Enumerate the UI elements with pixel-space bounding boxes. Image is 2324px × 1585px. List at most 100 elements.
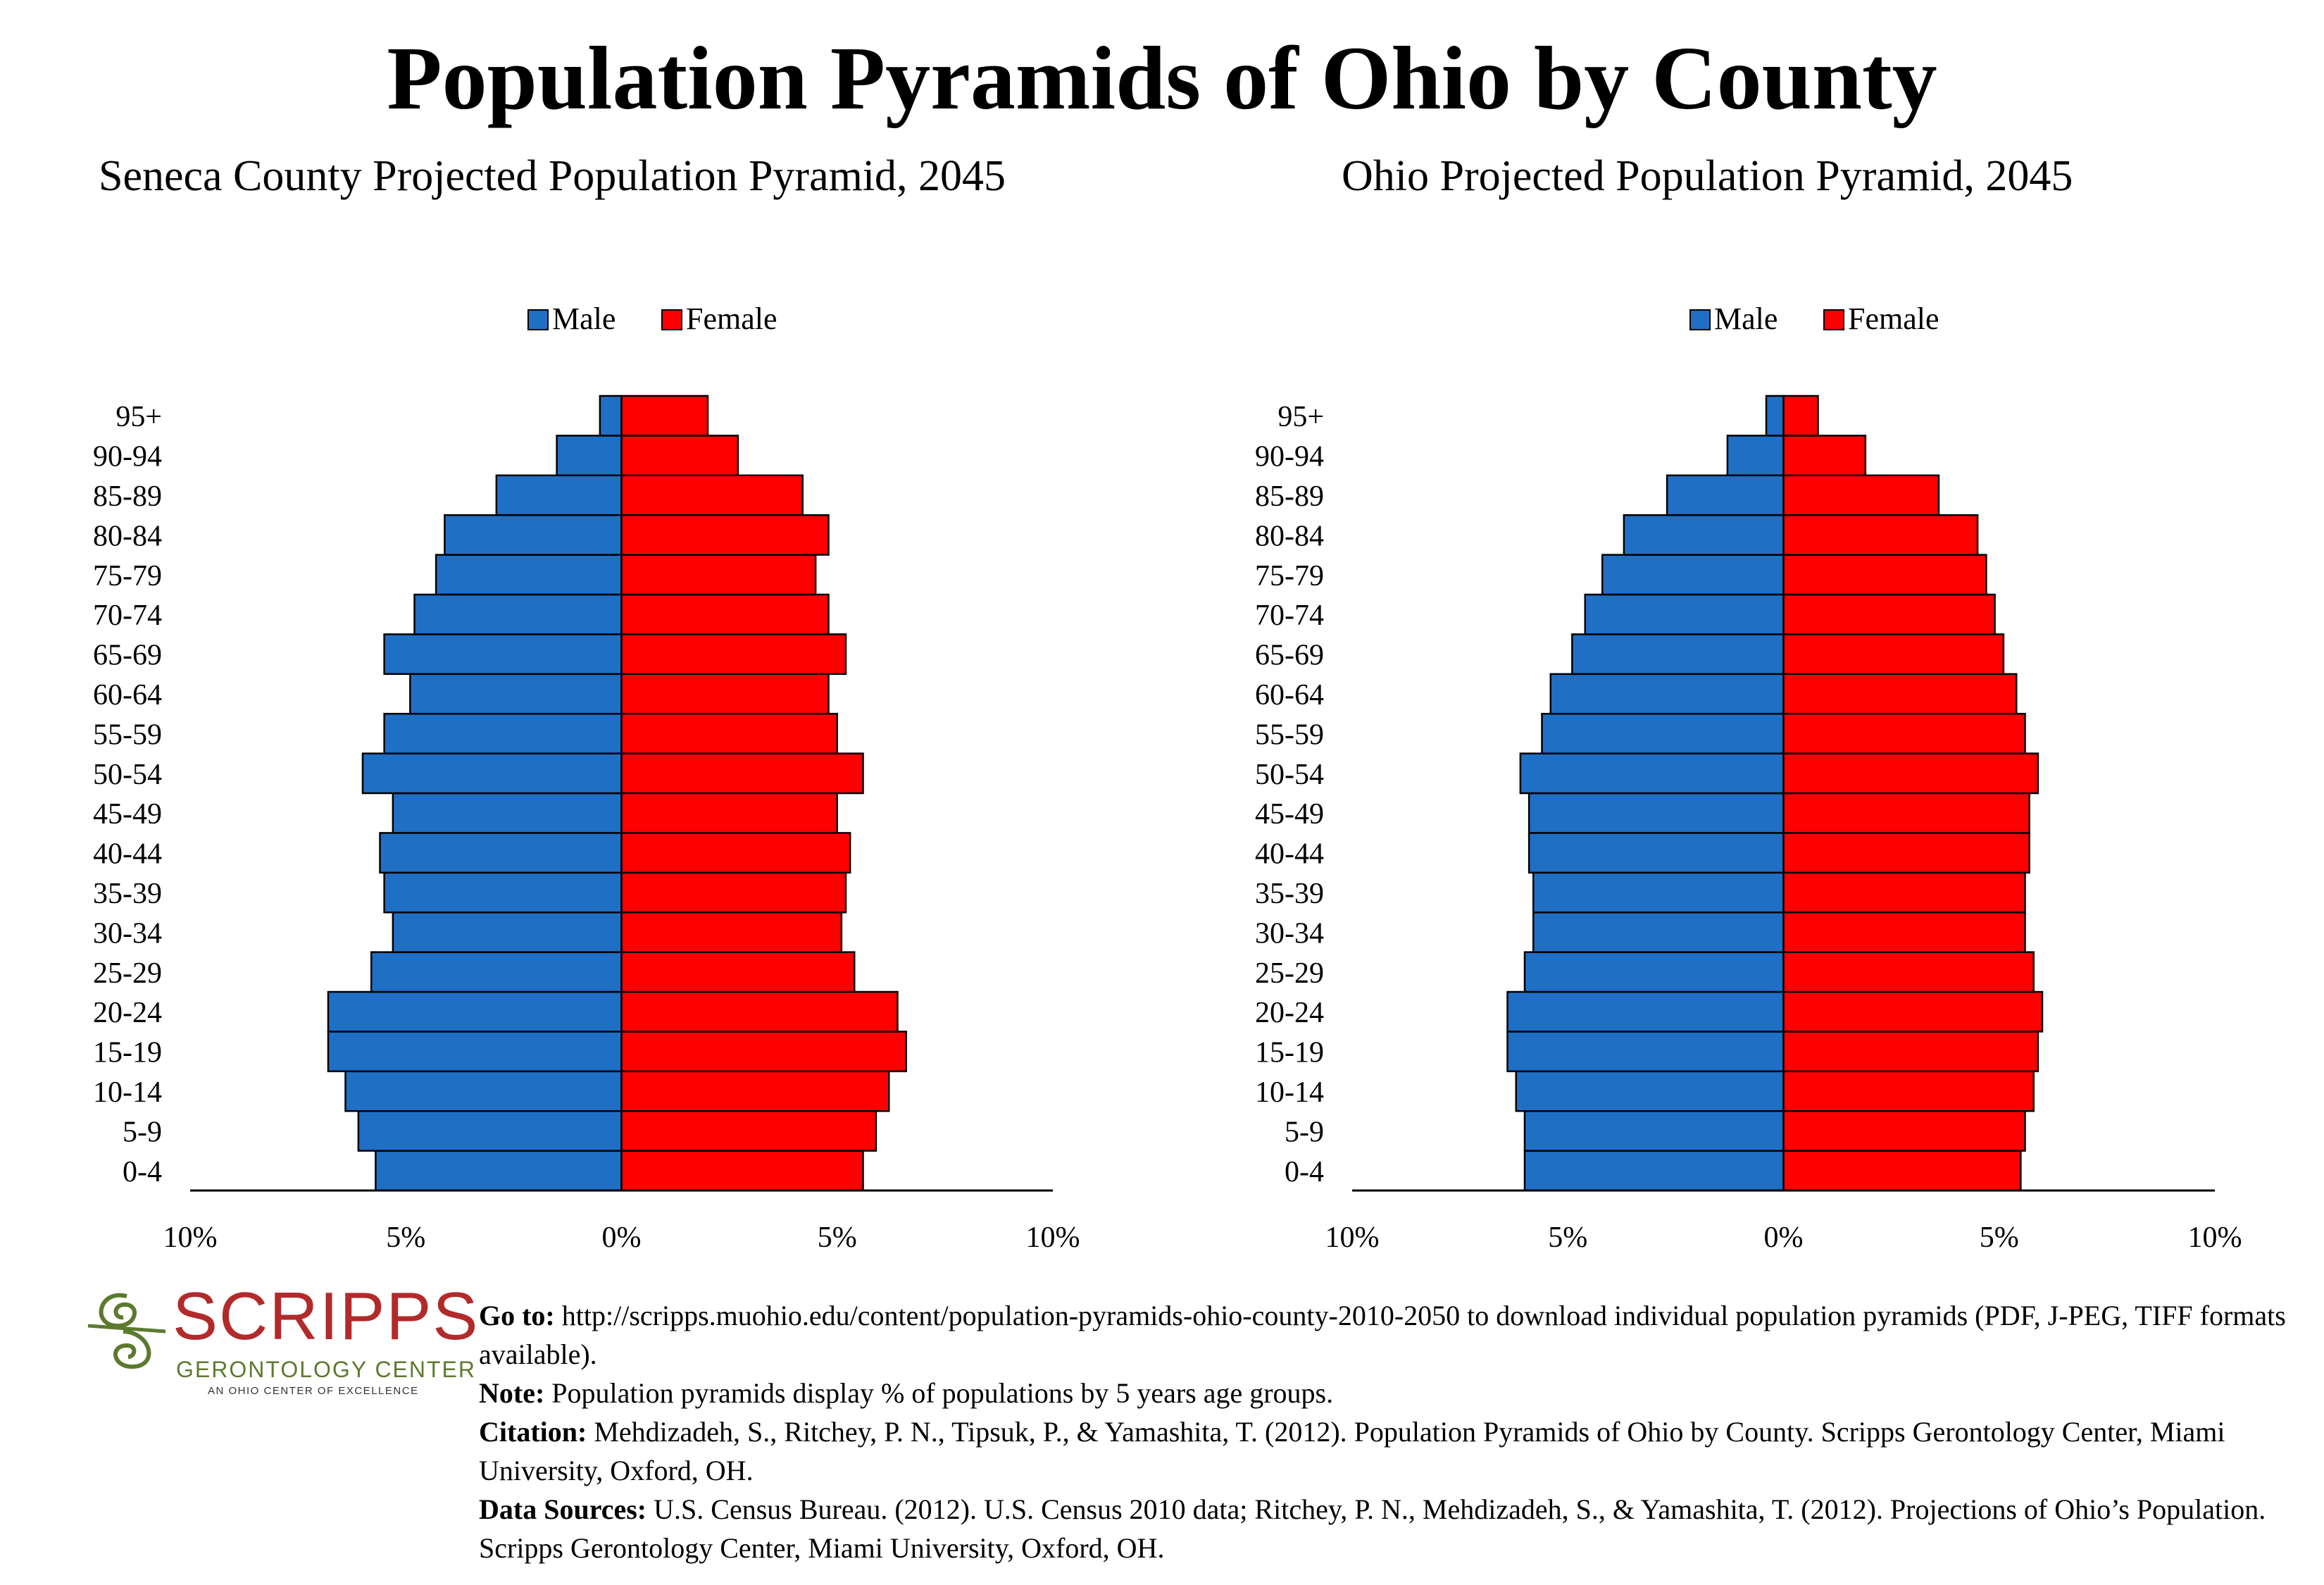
x-tick-label: 5% [1980, 1222, 2019, 1254]
bar-female [1782, 832, 2030, 874]
ohio-pyramid-chart: Male Female 0-4 5-9 10-14 15-19 20-24 25-29 30-3… [1255, 302, 2242, 1254]
bar-female [1782, 554, 1987, 596]
age-group-label: 40-44 [93, 838, 162, 871]
bar-male [409, 673, 623, 715]
legend-label-male: Male [552, 302, 616, 336]
bar-male [1666, 474, 1785, 516]
bar-male [375, 1150, 623, 1192]
bar-female [1782, 474, 1940, 516]
bar-female [620, 435, 739, 477]
bar-female [620, 514, 830, 556]
citation-label: Citation: [479, 1416, 587, 1448]
bar-male [1523, 1110, 1785, 1152]
goto-label: Go to: [479, 1300, 555, 1331]
bar-female [1782, 1110, 2026, 1152]
age-group-label: 30-34 [1255, 917, 1324, 950]
bar-male [357, 1110, 623, 1152]
x-tick-label: 5% [818, 1222, 857, 1254]
x-tick-label: 10% [2188, 1222, 2242, 1254]
bar-female [1782, 593, 1996, 635]
legend-label-male: Male [1714, 302, 1778, 336]
bar-female [620, 1110, 877, 1152]
age-group-label: 70-74 [1255, 599, 1324, 632]
bar-male [327, 990, 623, 1033]
age-group-label: 15-19 [93, 1037, 162, 1069]
bar-female [620, 474, 804, 516]
bar-male [1506, 1031, 1785, 1073]
legend-swatch-female [1823, 309, 1844, 330]
bar-female [620, 871, 847, 914]
bar-male [556, 435, 623, 477]
x-tick-label: 5% [1548, 1222, 1587, 1254]
sources-text: U.S. Census Bureau. (2012). U.S. Census … [479, 1493, 2266, 1564]
bar-female [620, 752, 864, 795]
age-group-label: 25-29 [93, 957, 162, 990]
bar-female [1782, 1031, 2039, 1073]
age-group-label: 5-9 [123, 1116, 162, 1148]
legend: Male Female [527, 302, 777, 336]
bar-male [1528, 792, 1785, 834]
bar-male [1519, 752, 1785, 795]
bar-male [383, 712, 623, 754]
bar-male [1523, 951, 1785, 993]
logo-wordmark: SCRIPPS [173, 1279, 480, 1354]
age-group-label: 10-14 [1255, 1076, 1324, 1109]
bar-male [1532, 911, 1785, 953]
x-tick-label: 10% [1325, 1222, 1380, 1254]
bar-female [1782, 394, 1819, 437]
age-group-label: 55-59 [93, 719, 162, 751]
note-label: Note: [479, 1377, 545, 1409]
age-group-label: 45-49 [93, 798, 162, 831]
bar-female [620, 673, 830, 715]
bar-male [1506, 990, 1785, 1033]
bar-female [620, 792, 838, 834]
sources-note: Data Sources: U.S. Census Bureau. (2012)… [479, 1490, 2310, 1567]
footnotes: Go to: http://scripps.muohio.edu/content… [479, 1296, 2310, 1567]
bar-female [1782, 514, 1979, 556]
bar-female [1782, 990, 2044, 1033]
age-group-label: 95+ [115, 401, 162, 433]
bar-female [1782, 1070, 2035, 1112]
citation-text: Mehdizadeh, S., Ritchey, P. N., Tipsuk, … [479, 1416, 2225, 1486]
legend: Male Female [1689, 302, 1939, 336]
bar-male [392, 792, 623, 834]
right-chart-title: Ohio Projected Population Pyramid, 2045 [1342, 152, 2073, 200]
bar-female [620, 951, 856, 993]
age-group-label: 60-64 [93, 679, 162, 711]
bar-female [620, 394, 709, 437]
bar-male [1623, 514, 1785, 556]
citation-note: Citation: Mehdizadeh, S., Ritchey, P. N.… [479, 1412, 2310, 1490]
bar-male [1515, 1070, 1785, 1112]
bar-male [327, 1031, 623, 1073]
bar-male [383, 633, 623, 676]
bar-male [1549, 673, 1785, 715]
bar-female [1782, 633, 2005, 676]
age-group-label: 90-94 [1255, 441, 1324, 473]
bar-female [620, 593, 830, 635]
bar-male [370, 951, 623, 993]
age-group-label: 40-44 [1255, 838, 1324, 871]
bar-male [1726, 435, 1785, 477]
x-tick-label: 10% [1026, 1222, 1080, 1254]
bar-male [495, 474, 623, 516]
bar-male [413, 593, 623, 635]
age-group-label: 15-19 [1255, 1037, 1324, 1069]
bar-female [620, 990, 899, 1033]
age-group-label: 45-49 [1255, 798, 1324, 831]
age-group-label: 0-4 [123, 1156, 162, 1188]
age-group-label: 65-69 [93, 640, 162, 672]
bar-female [620, 911, 843, 953]
age-group-label: 5-9 [1285, 1116, 1324, 1148]
x-tick-label: 10% [163, 1222, 218, 1254]
age-group-label: 50-54 [1255, 759, 1324, 791]
logo-tagline: AN OHIO CENTER OF EXCELLENCE [208, 1385, 419, 1397]
age-group-label: 10-14 [93, 1076, 162, 1109]
bar-male [1765, 394, 1785, 437]
goto-text: http://scripps.muohio.edu/content/popula… [479, 1300, 2286, 1370]
bar-female [1782, 435, 1867, 477]
age-group-label: 80-84 [1255, 520, 1324, 552]
left-chart-title: Seneca County Projected Population Pyram… [99, 152, 1006, 200]
bar-male [344, 1070, 623, 1112]
bar-male [361, 752, 623, 795]
bar-male [599, 394, 623, 437]
